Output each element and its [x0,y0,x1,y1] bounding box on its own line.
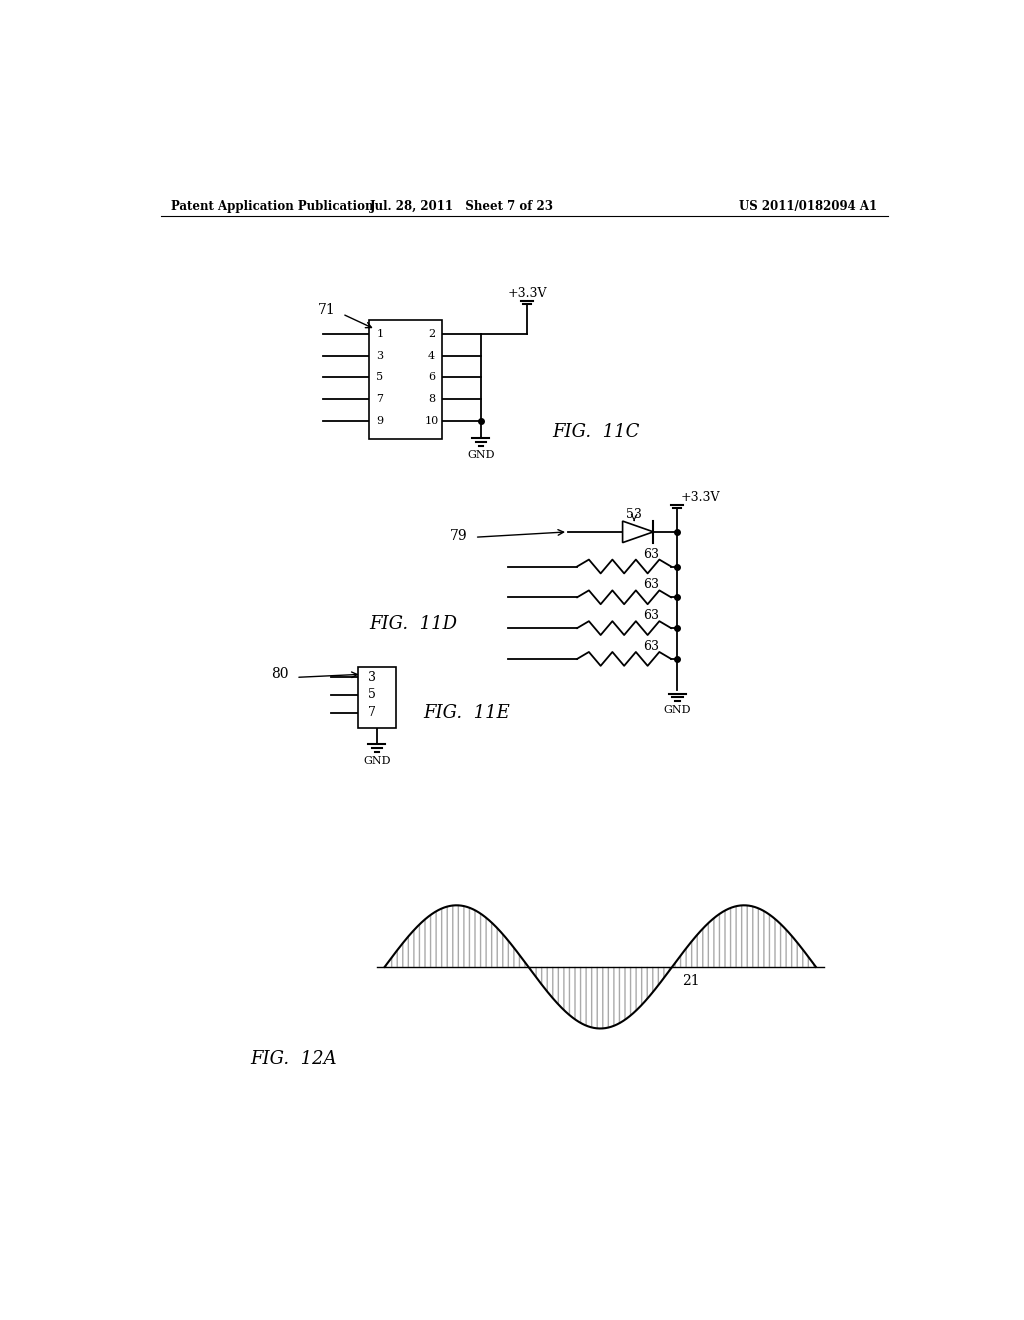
Text: 63: 63 [643,548,659,561]
Text: 63: 63 [643,640,659,653]
Bar [357,667,396,729]
Text: 2: 2 [428,329,435,339]
Text: GND: GND [664,705,691,715]
Text: Jul. 28, 2011   Sheet 7 of 23: Jul. 28, 2011 Sheet 7 of 23 [370,199,554,213]
Text: 71: 71 [317,304,336,317]
Text: FIG.  12A: FIG. 12A [250,1051,337,1068]
Text: +3.3V: +3.3V [507,286,547,300]
Text: 10: 10 [425,416,438,426]
Polygon shape [623,521,653,543]
Text: US 2011/0182094 A1: US 2011/0182094 A1 [739,199,878,213]
Text: 9: 9 [377,416,384,426]
Text: FIG.  11E: FIG. 11E [423,704,510,722]
Text: +3.3V: +3.3V [681,491,720,504]
Text: 6: 6 [428,372,435,383]
Text: 3: 3 [368,671,376,684]
Text: 7: 7 [377,395,384,404]
Text: 80: 80 [271,668,289,681]
Text: 7: 7 [368,706,376,719]
Text: 79: 79 [450,529,467,543]
Text: FIG.  11D: FIG. 11D [370,615,458,634]
Text: 5: 5 [377,372,384,383]
Text: 4: 4 [428,351,435,360]
Text: GND: GND [467,450,495,459]
Bar [370,321,442,440]
Text: GND: GND [364,755,391,766]
Text: 5: 5 [368,689,376,701]
Text: 8: 8 [428,395,435,404]
Text: FIG.  11C: FIG. 11C [553,422,640,441]
Text: 63: 63 [643,610,659,622]
Text: 63: 63 [643,578,659,591]
Text: 3: 3 [377,351,384,360]
Text: 21: 21 [682,974,699,987]
Text: Patent Application Publication: Patent Application Publication [171,199,373,213]
Text: 53: 53 [627,508,642,521]
Text: 1: 1 [377,329,384,339]
